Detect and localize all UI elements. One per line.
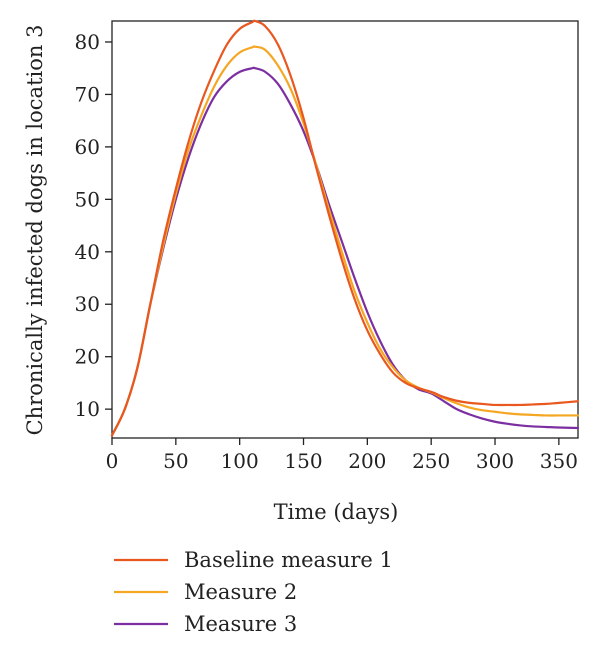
y-axis-label: Chronically infected dogs in location 3 (23, 25, 47, 436)
x-tick-label: 100 (221, 449, 259, 473)
x-axis-label: Time (days) (274, 500, 399, 524)
x-tick-label: 250 (412, 449, 450, 473)
x-tick-label: 150 (284, 449, 322, 473)
x-tick-label: 50 (163, 449, 188, 473)
x-tick-label: 350 (540, 449, 578, 473)
legend: Baseline measure 1 Measure 2 Measure 3 (114, 548, 393, 636)
x-tick-label: 300 (476, 449, 514, 473)
series-line-3 (110, 66, 580, 437)
y-tick-label: 60 (75, 135, 100, 159)
y-axis: 10 20 30 40 50 60 70 80 (75, 30, 112, 421)
y-tick-label: 50 (75, 187, 100, 211)
y-tick-label: 80 (75, 30, 100, 54)
y-tick-label: 20 (75, 345, 100, 369)
y-tick-label: 70 (75, 82, 100, 106)
legend-entry-label: Measure 2 (184, 580, 297, 604)
x-axis: 0 50 100 150 200 250 300 350 (106, 438, 578, 473)
x-tick-label: 0 (106, 449, 119, 473)
series-lines (110, 19, 580, 437)
legend-entry-label: Measure 3 (184, 612, 297, 636)
series-line-2 (110, 45, 580, 437)
y-tick-label: 10 (75, 397, 100, 421)
x-tick-label: 200 (348, 449, 386, 473)
series-line-1 (110, 19, 580, 437)
plot-frame (111, 20, 579, 439)
y-tick-label: 40 (75, 240, 100, 264)
legend-entry-label: Baseline measure 1 (184, 548, 393, 572)
y-tick-label: 30 (75, 292, 100, 316)
